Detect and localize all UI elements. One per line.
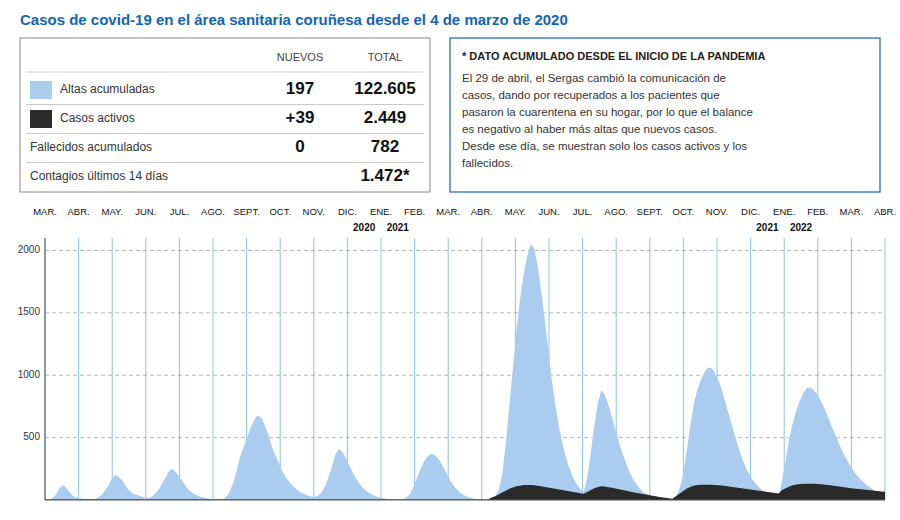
x-grid-line [885,238,886,500]
summary-value: 197 [286,79,314,98]
note-line: fallecidos. [462,157,513,169]
summary-value: 1.472* [360,166,410,185]
x-tick-label: AGO. [201,206,225,217]
x-tick-label: ENE. [773,206,795,217]
y-grid-line [45,437,885,438]
x-tick-label: OCT. [269,206,291,217]
x-tick-label: JUN. [135,206,156,217]
separator [26,104,424,105]
x-tick-label: FEB. [404,206,425,217]
separator [26,162,424,163]
y-tick-label: 1000 [18,369,41,380]
y-axis-line [45,238,46,500]
x-axis-line [45,500,885,501]
x-tick-label: OCT. [673,206,695,217]
area [45,244,885,500]
summary-value: 0 [295,137,304,156]
column-header: TOTAL [368,51,402,63]
x-tick-label: JUL. [170,206,190,217]
x-grid-line [649,238,650,500]
column-header: NUEVOS [277,51,323,63]
x-grid-line [683,238,684,500]
background [0,0,900,520]
note-line: casos, dando por recuperados a los pacie… [462,89,720,101]
summary-value: +39 [286,108,315,127]
area [45,484,885,500]
x-tick-label: MAR. [840,206,864,217]
x-grid-line [414,238,415,500]
year-label: 2022 [790,222,813,233]
note-line: * DATO ACUMULADO DESDE EL INICIO DE LA P… [462,50,765,62]
x-grid-line [280,238,281,500]
notes: * DATO ACUMULADO DESDE EL INICIO DE LA P… [450,38,880,192]
x-grid-line [45,238,46,500]
y-tick-label: 2000 [18,244,41,255]
x-tick-label: ABR. [471,206,493,217]
summary-value: 2.449 [364,108,407,127]
x-tick-label: MAY. [102,206,123,217]
title: Casos de covid-19 en el área sanitaria c… [20,11,568,28]
legend-label: Fallecidos acumulados [30,140,152,154]
x-tick-label: ABR. [68,206,90,217]
x-grid-line [448,238,449,500]
y-grid-line [45,250,885,251]
year-label: 2020 [353,222,376,233]
x-tick-label: MAY. [505,206,526,217]
x-grid-line [78,238,79,500]
summary-value: 782 [371,137,399,156]
x-grid-line [582,238,583,500]
summary-table: NUEVOS TOTAL Altas acumuladas 197 122.605 Cas… [20,38,430,192]
note-line: El 29 de abril, el Sergas cambió la comu… [462,72,726,84]
grid [45,238,885,500]
x-tick-label: NOV. [303,206,325,217]
x-tick-label: ENE. [370,206,392,217]
legend-swatch [30,81,52,99]
x-tick-label: NOV. [706,206,728,217]
y-grid-line [45,312,885,313]
notes-box [450,38,880,192]
legend-label: Casos activos [60,111,135,125]
x-grid-line [851,238,852,500]
x-tick-label: FEB. [807,206,828,217]
note-line: es negativo al haber más altas que nuevo… [462,123,717,135]
x-grid-line [750,238,751,500]
x-tick-label: AGO. [604,206,628,217]
chart: Casos de covid-19 en el área sanitaria c… [0,0,900,520]
y-tick-label: 1500 [18,306,41,317]
legend-label: Altas acumuladas [60,82,155,96]
x-tick-label: ABR. [874,206,896,217]
note-line: Desde ese día, se muestran solo los caso… [462,140,747,152]
x-grid-line [112,238,113,500]
x-grid-line [481,238,482,500]
x-grid-line [313,238,314,500]
x-tick-label: SEPT. [233,206,259,217]
x-tick-label: DIC. [338,206,357,217]
x-grid-line [784,238,785,500]
x-grid-line [179,238,180,500]
summary-box [20,38,430,192]
x-tick-label: MAR. [33,206,57,217]
year-label: 2021 [756,222,779,233]
note-line: pasaron la cuarentena en su hogar, por l… [462,106,753,118]
x-tick-label: JUN. [538,206,559,217]
legend-label: Contagios últimos 14 días [30,169,168,183]
legend-swatch [30,110,52,128]
x-tick-label: MAR. [436,206,460,217]
y-grid-line [45,375,885,376]
x-grid-line [381,238,382,500]
year-label: 2021 [387,222,410,233]
separator [26,133,424,134]
separator [26,72,424,73]
summary-value: 122.605 [354,79,415,98]
x-tick-label: JUL. [573,206,593,217]
areas [45,244,885,500]
x-tick-label: DIC. [741,206,760,217]
x-tick-label: SEPT. [637,206,663,217]
x-grid-line [145,238,146,500]
x-grid-line [213,238,214,500]
y-tick-label: 500 [23,431,40,442]
